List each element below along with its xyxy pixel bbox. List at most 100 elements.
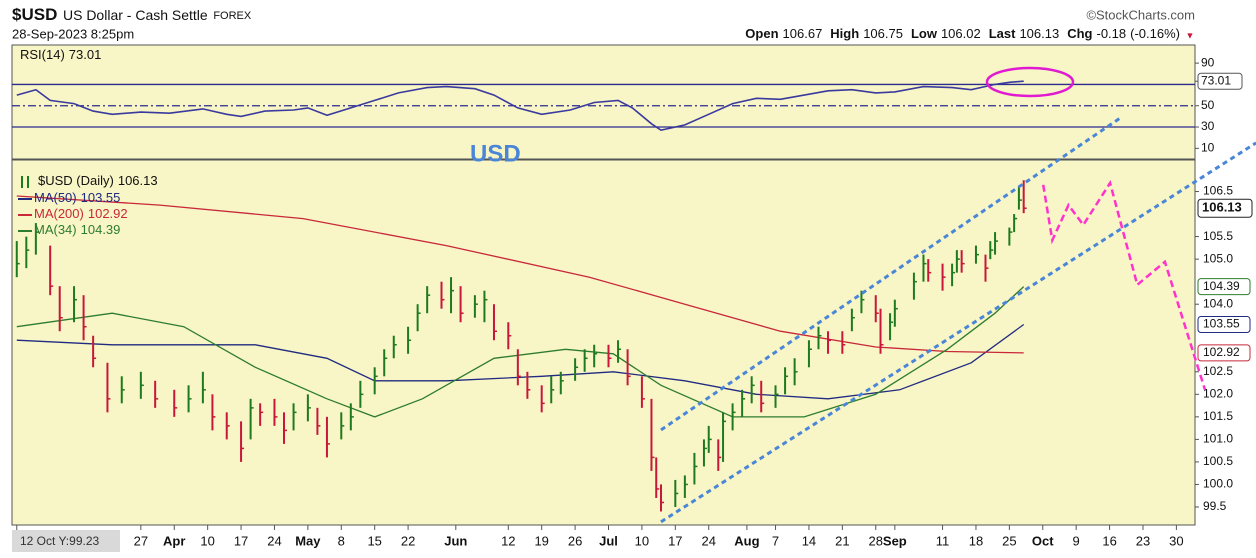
x-tick-label: May bbox=[295, 533, 321, 548]
price-bar bbox=[559, 371, 564, 395]
price-bar bbox=[874, 295, 879, 323]
x-tick-label: 11 bbox=[936, 533, 950, 548]
price-bar bbox=[49, 245, 54, 296]
x-tick-label: 19 bbox=[534, 533, 548, 548]
header-line: $USD US Dollar - Cash Settle FOREX bbox=[12, 5, 252, 24]
price-layer: 106.5 105.5 105.0 104.0 102.5 102.0 101.5 101.0… bbox=[11, 116, 1256, 548]
y-tick-label: 101.5 bbox=[1203, 409, 1233, 423]
price-bar bbox=[1008, 227, 1013, 246]
price-bar bbox=[450, 277, 455, 314]
price-bar bbox=[607, 344, 612, 368]
price-panel bbox=[11, 159, 1196, 526]
price-bar bbox=[707, 425, 712, 453]
source: ©StockCharts.com bbox=[1086, 7, 1195, 22]
rsi-legend: RSI(14) 73.01 bbox=[20, 47, 101, 62]
legend-name: MA(34) bbox=[34, 222, 77, 237]
price-bar bbox=[283, 412, 288, 444]
x-tick-label: Aug bbox=[734, 533, 759, 548]
x-tick-label: Apr bbox=[163, 533, 185, 548]
exchange: FOREX bbox=[213, 10, 252, 22]
price-bar bbox=[1017, 187, 1022, 210]
price-bar bbox=[383, 349, 388, 377]
price-bar bbox=[717, 439, 722, 471]
quote-value: 106.02 bbox=[941, 26, 981, 41]
price-bar bbox=[306, 394, 311, 422]
price-bar bbox=[960, 250, 965, 273]
price-bar bbox=[392, 335, 397, 359]
legend-value: 103.55 bbox=[81, 190, 121, 205]
rsi-name: RSI(14) bbox=[20, 47, 65, 62]
x-tick-label: 17 bbox=[668, 533, 682, 548]
value-badge-label: 102.92 bbox=[1203, 345, 1240, 359]
quote-value: -0.18 bbox=[1097, 26, 1127, 41]
price-bar bbox=[817, 326, 822, 350]
price-bar bbox=[516, 349, 521, 386]
quote-label: High bbox=[830, 26, 859, 41]
last-badge-label: 106.13 bbox=[1202, 200, 1242, 215]
price-bar bbox=[774, 385, 779, 408]
price-bar bbox=[440, 281, 445, 309]
y-tick-label: 90 bbox=[1201, 55, 1215, 69]
quote-value: 106.75 bbox=[863, 26, 903, 41]
y-tick-label: 30 bbox=[1201, 119, 1215, 133]
y-tick-label: 105.0 bbox=[1203, 251, 1233, 265]
price-bar bbox=[373, 367, 378, 395]
x-tick-label: 8 bbox=[338, 533, 345, 548]
price-bar bbox=[722, 412, 727, 462]
price-bar bbox=[650, 398, 655, 471]
quote-value: 106.67 bbox=[783, 26, 823, 41]
value-badge bbox=[1197, 315, 1251, 333]
price-bar bbox=[955, 250, 960, 273]
x-tick-label: 25 bbox=[1002, 533, 1016, 548]
value-badge-label: 103.55 bbox=[1203, 317, 1240, 331]
x-tick-label: 10 bbox=[200, 533, 214, 548]
value-badge bbox=[1197, 344, 1251, 362]
price-bar bbox=[106, 362, 111, 413]
crosshair-box bbox=[12, 530, 120, 552]
price-bar bbox=[58, 286, 63, 332]
x-tick-label: 15 bbox=[367, 533, 381, 548]
quote-line: Open 106.67 High 106.75 Low 106.02 Last 106.13 C… bbox=[745, 26, 1180, 41]
price-bar bbox=[850, 308, 855, 332]
price-bar bbox=[741, 389, 746, 417]
down-arrow: ▼ bbox=[1186, 30, 1195, 40]
projection-line bbox=[1041, 179, 1207, 391]
quote-label: Last bbox=[989, 26, 1016, 41]
security-name: US Dollar - Cash Settle bbox=[63, 7, 208, 23]
x-tick-label: Sep bbox=[883, 533, 907, 548]
price-bar bbox=[526, 371, 531, 399]
value-badge-label: 104.39 bbox=[1203, 279, 1240, 293]
x-tick-label: Jun bbox=[444, 533, 467, 548]
price-bar bbox=[994, 232, 999, 255]
price-bar bbox=[617, 340, 622, 363]
price-bar bbox=[240, 421, 245, 462]
x-tick-label: 28 bbox=[869, 533, 883, 548]
price-bar bbox=[1022, 180, 1027, 214]
price-bar bbox=[731, 403, 736, 431]
price-bar bbox=[492, 304, 497, 341]
x-tick-label: 10 bbox=[635, 533, 649, 548]
crosshair-label: 12 Oct Y:99.23 bbox=[20, 534, 99, 548]
price-bar bbox=[674, 479, 679, 507]
quote-label: Chg bbox=[1067, 26, 1092, 41]
moving-average bbox=[16, 195, 1024, 354]
legend-entry: $USD (Daily) 106.13 bbox=[38, 173, 158, 188]
quote-value: 106.13 bbox=[1019, 26, 1059, 41]
x-tick-label: 23 bbox=[1136, 533, 1150, 548]
channel-line bbox=[660, 141, 1256, 524]
x-tick-label: 7 bbox=[772, 533, 779, 548]
value-badge bbox=[1197, 278, 1251, 296]
x-tick-label: Oct bbox=[1032, 533, 1054, 548]
x-tick-label: Jul bbox=[599, 533, 618, 548]
price-bar bbox=[841, 331, 846, 354]
price-bar bbox=[550, 376, 555, 404]
y-tick-label: 101.0 bbox=[1203, 432, 1233, 446]
quote-label: Low bbox=[911, 26, 938, 41]
x-tick-label: 18 bbox=[969, 533, 983, 548]
price-bar bbox=[912, 272, 917, 300]
price-bar bbox=[927, 259, 932, 282]
x-tick-label: 22 bbox=[401, 533, 415, 548]
price-bar bbox=[359, 380, 364, 408]
legend-name: MA(50) bbox=[34, 190, 77, 205]
